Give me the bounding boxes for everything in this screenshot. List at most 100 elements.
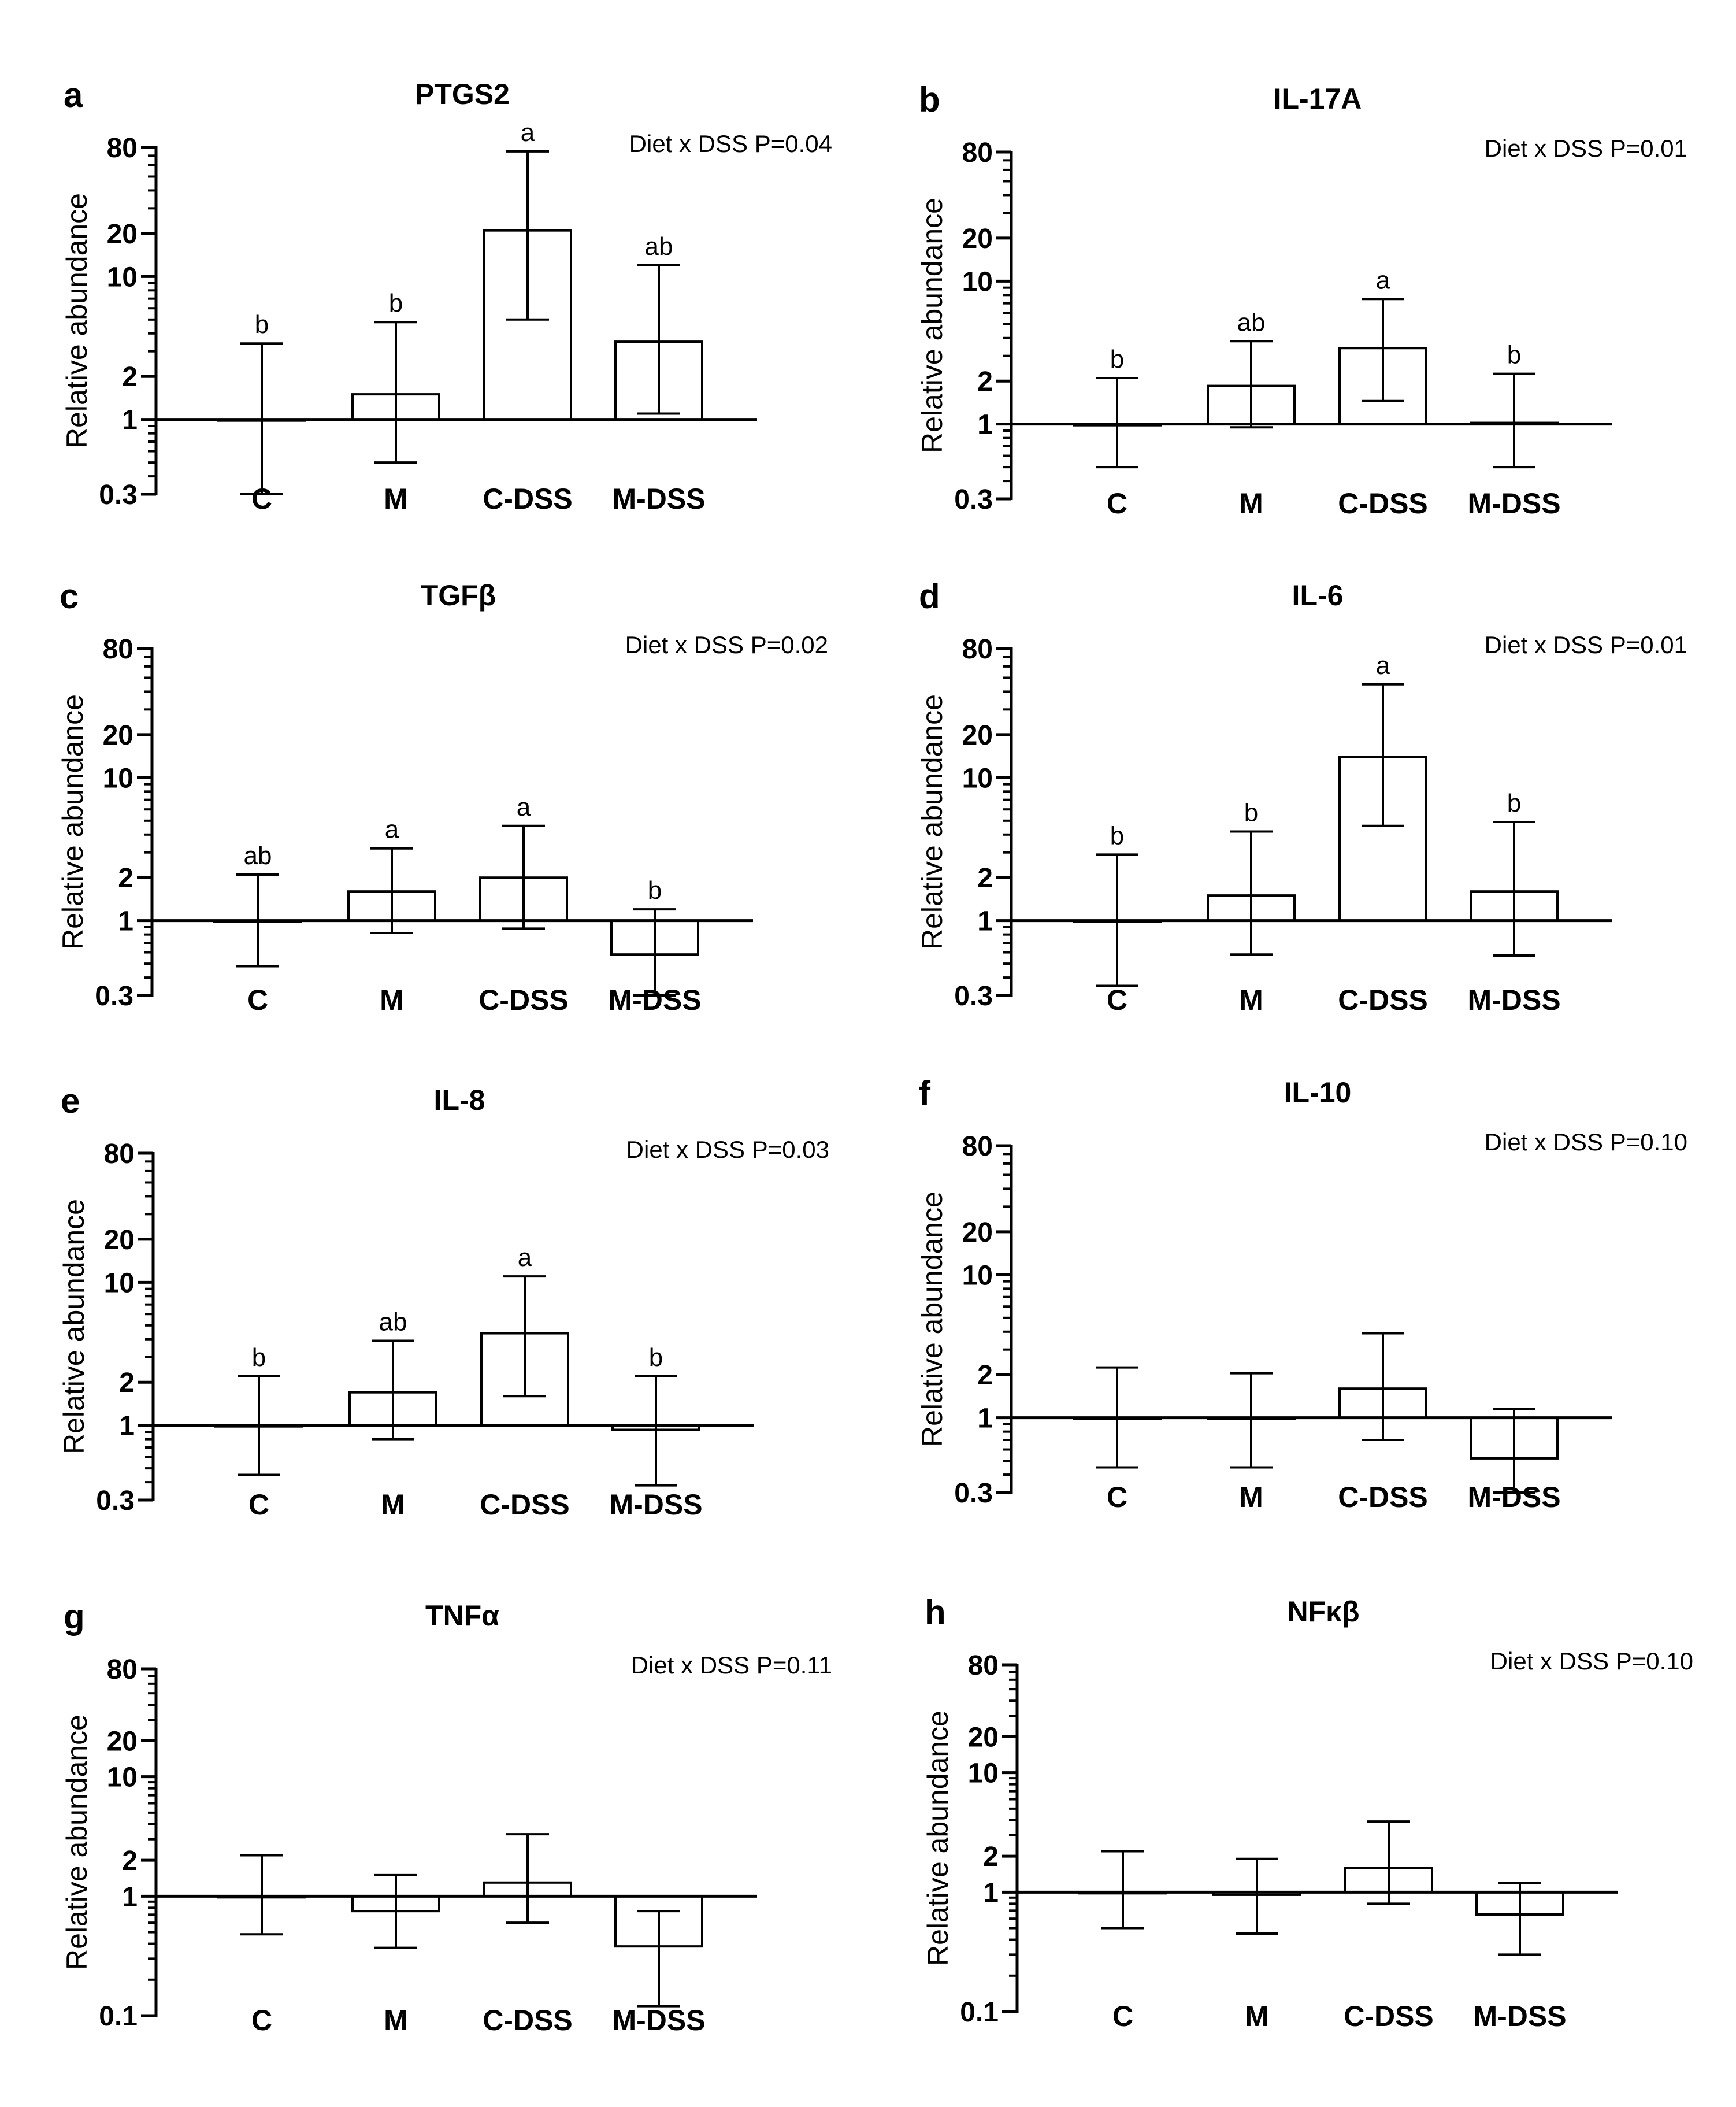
category-label: M-DSS xyxy=(608,984,701,1016)
panel-title: NFκβ xyxy=(1287,1595,1359,1628)
category-label: C-DSS xyxy=(1344,2000,1434,2032)
panel-letter: h xyxy=(925,1593,946,1632)
y-tick-label: 10 xyxy=(962,763,993,794)
y-tick-label: 20 xyxy=(103,720,133,751)
panel-d: d IL-6 Diet x DSS P=0.01 Relative abundance… xyxy=(916,577,1687,1016)
y-tick-label: 0.1 xyxy=(99,2001,138,2032)
category-label: C xyxy=(251,483,272,515)
y-tick-label: 1 xyxy=(122,405,138,436)
significance-letter: ab xyxy=(1237,308,1266,336)
y-tick-label: 80 xyxy=(107,1654,138,1685)
y-tick-label: 0.3 xyxy=(954,981,993,1012)
panel-e: e IL-8 Diet x DSS P=0.03 Relative abundance… xyxy=(58,1082,829,1521)
y-axis-label: Relative abundance xyxy=(61,1715,93,1970)
y-axis-label: Relative abundance xyxy=(916,694,948,950)
category-label: M-DSS xyxy=(1473,2000,1566,2032)
significance-letter: b xyxy=(389,289,403,317)
panel-title: IL-6 xyxy=(1292,579,1344,612)
category-label: C-DSS xyxy=(480,1488,570,1521)
panel-letter: g xyxy=(64,1597,85,1636)
y-tick-label: 1 xyxy=(122,1882,138,1912)
category-label: M xyxy=(1245,2000,1269,2032)
y-tick-label: 80 xyxy=(104,1139,135,1169)
significance-letter: a xyxy=(521,119,535,147)
y-tick-label: 10 xyxy=(107,1762,138,1793)
category-label: C xyxy=(1107,984,1127,1016)
y-tick-label: 20 xyxy=(962,720,993,751)
y-axis-label: Relative abundance xyxy=(58,1199,90,1454)
significance-letter: a xyxy=(518,1243,532,1272)
y-tick-label: 20 xyxy=(962,1217,993,1248)
interaction-p-value: Diet x DSS P=0.01 xyxy=(1485,631,1687,658)
panel-letter: d xyxy=(919,577,940,616)
significance-letter: b xyxy=(1507,789,1521,817)
panel-b: b IL-17A Diet x DSS P=0.01 Relative abundan… xyxy=(916,80,1687,520)
panel-c: c TGFβ Diet x DSS P=0.02 Relative abundance… xyxy=(57,577,828,1016)
significance-letter: b xyxy=(649,1343,663,1372)
significance-letter: b xyxy=(252,1343,266,1372)
category-label: M xyxy=(384,2004,408,2036)
y-tick-label: 10 xyxy=(103,763,133,794)
category-label: M-DSS xyxy=(612,483,705,515)
category-label: M-DSS xyxy=(1467,487,1560,520)
interaction-p-value: Diet x DSS P=0.02 xyxy=(625,631,828,658)
interaction-p-value: Diet x DSS P=0.01 xyxy=(1485,135,1687,162)
category-label: C xyxy=(247,984,268,1016)
category-label: M-DSS xyxy=(612,2004,705,2036)
y-tick-label: 10 xyxy=(968,1758,999,1789)
y-tick-label: 2 xyxy=(122,1846,138,1876)
y-tick-label: 20 xyxy=(962,224,993,254)
y-tick-label: 20 xyxy=(107,1726,138,1757)
y-tick-label: 2 xyxy=(977,366,993,397)
y-tick-label: 1 xyxy=(977,410,993,440)
y-tick-label: 10 xyxy=(104,1268,135,1298)
y-tick-label: 2 xyxy=(977,1360,993,1391)
significance-letter: b xyxy=(255,310,269,339)
category-label: C-DSS xyxy=(478,984,569,1016)
panel-f: f IL-10 Diet x DSS P=0.10 Relative abundanc… xyxy=(916,1074,1687,1513)
interaction-p-value: Diet x DSS P=0.11 xyxy=(631,1651,832,1679)
significance-letter: a xyxy=(1376,266,1390,294)
y-tick-label: 80 xyxy=(107,133,138,164)
y-axis-label: Relative abundance xyxy=(916,198,948,453)
y-tick-label: 20 xyxy=(104,1225,135,1256)
interaction-p-value: Diet x DSS P=0.03 xyxy=(626,1136,829,1163)
y-tick-label: 0.3 xyxy=(96,1486,135,1516)
y-tick-label: 1 xyxy=(983,1878,999,1908)
panel-title: IL-8 xyxy=(434,1084,485,1116)
panel-title: PTGS2 xyxy=(415,78,510,110)
interaction-p-value: Diet x DSS P=0.10 xyxy=(1490,1647,1693,1675)
significance-letter: b xyxy=(1244,799,1258,827)
panel-title: IL-17A xyxy=(1274,83,1362,115)
panel-letter: c xyxy=(60,577,79,616)
y-tick-label: 2 xyxy=(983,1842,999,1872)
panel-letter: a xyxy=(64,76,83,114)
y-tick-label: 1 xyxy=(977,906,993,937)
y-tick-label: 0.3 xyxy=(954,1478,993,1509)
category-label: M-DSS xyxy=(1467,1481,1560,1513)
y-tick-label: 1 xyxy=(119,1411,135,1442)
category-label: C xyxy=(248,1488,269,1521)
y-tick-label: 80 xyxy=(962,138,993,168)
y-axis-label: Relative abundance xyxy=(916,1191,948,1447)
significance-letter: ab xyxy=(379,1308,407,1336)
significance-letter: ab xyxy=(244,842,272,870)
panel-title: TNFα xyxy=(425,1599,499,1632)
category-label: M xyxy=(380,984,404,1016)
significance-letter: ab xyxy=(645,232,673,261)
category-label: C xyxy=(1107,487,1127,520)
panel-title: IL-10 xyxy=(1284,1076,1352,1109)
y-tick-label: 10 xyxy=(962,266,993,297)
y-tick-label: 2 xyxy=(977,863,993,894)
y-tick-label: 80 xyxy=(962,1131,993,1162)
category-label: C-DSS xyxy=(1338,487,1428,520)
y-tick-label: 2 xyxy=(119,1368,135,1398)
category-label: C-DSS xyxy=(483,483,573,515)
interaction-p-value: Diet x DSS P=0.04 xyxy=(629,130,832,157)
category-label: C-DSS xyxy=(483,2004,573,2036)
y-tick-label: 0.1 xyxy=(960,1997,999,2028)
category-label: C xyxy=(251,2004,272,2036)
significance-letter: a xyxy=(1376,651,1390,680)
